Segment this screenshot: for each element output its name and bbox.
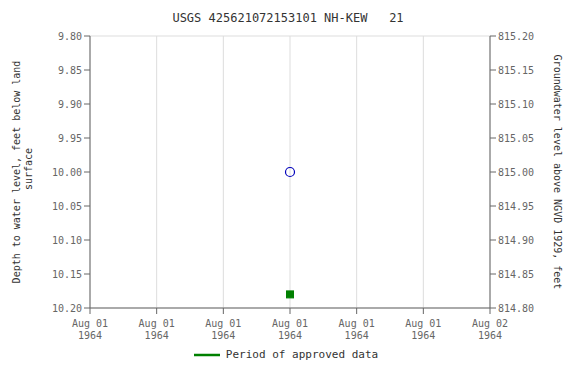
svg-text:815.15: 815.15	[498, 65, 534, 76]
svg-text:10.00: 10.00	[52, 167, 82, 178]
html-text:Period of approved data: Period of approved data	[225, 348, 379, 361]
svg-text:814.95: 814.95	[498, 201, 534, 212]
svg-text:Aug 011964: Aug 011964	[139, 318, 175, 341]
svg-text:9.80: 9.80	[58, 31, 82, 42]
svg-text:Depth to water level, feet bel: Depth to water level, feet below land su…	[11, 61, 34, 284]
svg-text:Aug 021964: Aug 021964	[472, 318, 508, 341]
svg-text:Groundwater level above NGVD 1: Groundwater level above NGVD 1929, feet	[552, 55, 563, 290]
svg-text:10.10: 10.10	[52, 235, 82, 246]
svg-text:9.95: 9.95	[58, 133, 82, 144]
svg-text:814.80: 814.80	[498, 303, 534, 314]
svg-text:Aug 011964: Aug 011964	[205, 318, 241, 341]
svg-text:815.00: 815.00	[498, 167, 534, 178]
html-text:USGS 425621072153101 NH-KEW 21: USGS 425621072153101 NH-KEW 21	[172, 11, 404, 25]
svg-text:10.20: 10.20	[52, 303, 82, 314]
svg-text:814.90: 814.90	[498, 235, 534, 246]
svg-text:9.90: 9.90	[58, 99, 82, 110]
svg-text:815.20: 815.20	[498, 31, 534, 42]
svg-text:814.85: 814.85	[498, 269, 534, 280]
svg-text:10.15: 10.15	[52, 269, 82, 280]
svg-text:Aug 011964: Aug 011964	[405, 318, 441, 341]
svg-text:Aug 011964: Aug 011964	[272, 318, 308, 341]
svg-text:815.10: 815.10	[498, 99, 534, 110]
svg-text:9.85: 9.85	[58, 65, 82, 76]
svg-text:Aug 011964: Aug 011964	[72, 318, 108, 341]
svg-text:10.05: 10.05	[52, 201, 82, 212]
svg-text:Aug 011964: Aug 011964	[339, 318, 375, 341]
svg-text:815.05: 815.05	[498, 133, 534, 144]
